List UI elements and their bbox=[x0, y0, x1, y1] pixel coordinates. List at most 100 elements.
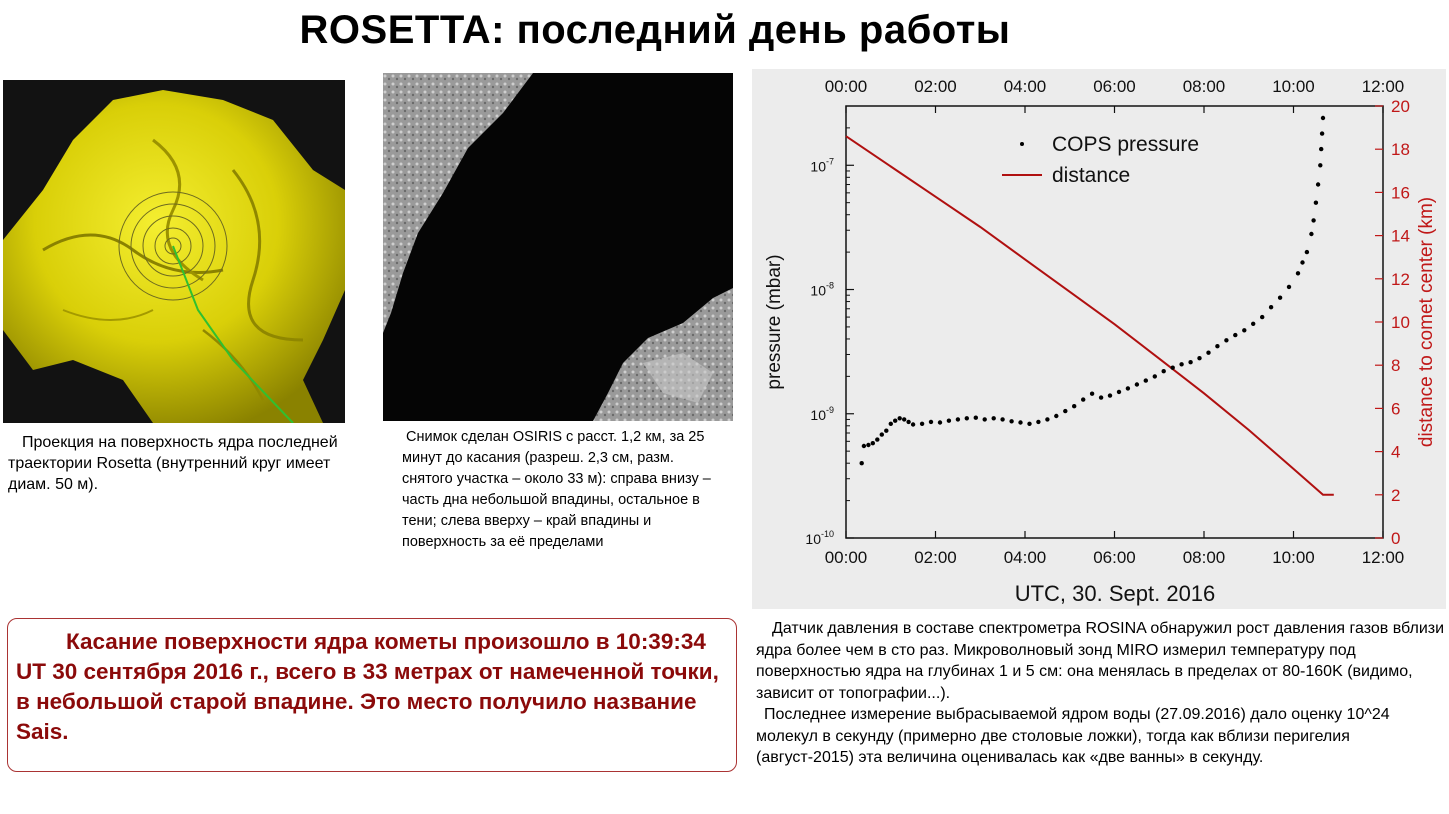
pressure-data-point bbox=[1054, 413, 1059, 419]
pressure-data-point bbox=[1045, 417, 1050, 422]
pressure-data-point bbox=[910, 422, 916, 427]
y2-tick-label: 16 bbox=[1391, 183, 1410, 202]
pressure-data-point bbox=[919, 421, 925, 426]
y-tick-label: 10-10 bbox=[805, 529, 834, 547]
pressure-data-point bbox=[861, 443, 867, 449]
left-image-caption: Проекция на поверхность ядра последней т… bbox=[8, 434, 338, 493]
pressure-data-point bbox=[884, 428, 889, 433]
pressure-data-point bbox=[973, 415, 978, 420]
pressure-data-point bbox=[1300, 260, 1305, 265]
x-tick-label-bottom: 12:00 bbox=[1362, 548, 1405, 567]
pressure-data-point bbox=[1188, 360, 1193, 365]
y2-tick-label: 2 bbox=[1391, 486, 1400, 505]
pressure-data-point bbox=[1107, 393, 1113, 398]
pressure-data-point bbox=[1315, 182, 1321, 187]
pressure-data-point bbox=[1197, 356, 1202, 361]
y-axis-label: pressure (mbar) bbox=[764, 254, 785, 389]
pressure-data-point bbox=[875, 437, 880, 442]
pressure-data-point bbox=[1295, 271, 1301, 276]
touchdown-text: Касание поверхности ядра кометы произошл… bbox=[16, 629, 719, 744]
y2-tick-label: 0 bbox=[1391, 529, 1400, 548]
pressure-data-point bbox=[859, 461, 864, 466]
pressure-data-point bbox=[1081, 397, 1086, 402]
x-tick-label-top: 06:00 bbox=[1093, 77, 1136, 96]
pressure-data-point bbox=[1268, 305, 1274, 310]
pressure-data-point bbox=[1309, 231, 1314, 237]
x-tick-label-bottom: 10:00 bbox=[1272, 548, 1315, 567]
x-axis-label: UTC, 30. Sept. 2016 bbox=[1015, 581, 1216, 606]
pressure-data-point bbox=[1318, 163, 1323, 168]
right-caption: Датчик давления в составе спектрометра R… bbox=[756, 618, 1446, 769]
pressure-data-point bbox=[1027, 421, 1032, 426]
pressure-data-point bbox=[1224, 338, 1229, 343]
pressure-data-point bbox=[1215, 344, 1220, 349]
pressure-data-point bbox=[1251, 321, 1256, 326]
pressure-data-point bbox=[902, 417, 907, 422]
pressure-data-point bbox=[1319, 146, 1324, 152]
pressure-data-point bbox=[928, 419, 934, 425]
comet-shape-model-image bbox=[3, 80, 345, 423]
y-tick-label: 10-9 bbox=[810, 405, 834, 423]
x-tick-label-top: 08:00 bbox=[1183, 77, 1226, 96]
pressure-data-point bbox=[1260, 314, 1265, 320]
legend: COPS pressure distance bbox=[1002, 133, 1199, 187]
pressure-data-point bbox=[1320, 115, 1326, 121]
pressure-data-point bbox=[937, 420, 943, 425]
pressure-data-point bbox=[893, 418, 898, 423]
y2-tick-label: 20 bbox=[1391, 97, 1410, 116]
y2-axis-label: distance to comet center (km) bbox=[1416, 197, 1437, 447]
pressure-data-point bbox=[1319, 131, 1325, 136]
touchdown-highlight-box: Касание поверхности ядра кометы произошл… bbox=[7, 618, 737, 772]
pressure-data-point bbox=[1161, 369, 1166, 374]
pressure-data-point bbox=[879, 432, 884, 437]
pressure-data-point bbox=[955, 417, 961, 422]
pressure-data-point bbox=[1134, 382, 1140, 387]
pressure-data-point bbox=[1063, 408, 1068, 414]
pressure-data-point bbox=[870, 441, 875, 446]
mid-image-caption: Снимок сделан OSIRIS с расст. 1,2 км, за… bbox=[402, 429, 711, 550]
y2-tick-label: 6 bbox=[1391, 399, 1400, 418]
osiris-surface-image bbox=[383, 73, 733, 421]
x-tick-label-top: 12:00 bbox=[1362, 77, 1405, 96]
pressure-data-point bbox=[1311, 218, 1316, 223]
legend-marker-pressure bbox=[1020, 142, 1024, 146]
x-tick-label-bottom: 08:00 bbox=[1183, 548, 1226, 567]
pressure-data-point bbox=[1000, 417, 1005, 422]
pressure-data-point bbox=[897, 416, 902, 421]
pressure-data-point bbox=[866, 442, 871, 448]
pressure-data-point bbox=[1286, 284, 1292, 290]
distance-series-line bbox=[845, 135, 1334, 496]
pressure-data-point bbox=[1179, 362, 1184, 367]
chart-background bbox=[752, 69, 1446, 609]
pressure-data-point bbox=[1018, 420, 1023, 425]
pressure-data-point bbox=[1304, 249, 1310, 255]
page-title: ROSETTA: последний день работы bbox=[299, 8, 1011, 52]
pressure-data-point bbox=[1089, 391, 1095, 396]
y2-tick-label: 12 bbox=[1391, 270, 1410, 289]
x-tick-label-bottom: 04:00 bbox=[1004, 548, 1047, 567]
legend-label-pressure: COPS pressure bbox=[1052, 133, 1199, 156]
pressure-data-point bbox=[1152, 374, 1157, 379]
pressure-data-point bbox=[1277, 295, 1283, 300]
y2-tick-label: 10 bbox=[1391, 313, 1410, 332]
x-tick-label-top: 04:00 bbox=[1004, 77, 1047, 96]
pressure-data-point bbox=[906, 419, 911, 425]
pressure-data-point bbox=[964, 416, 969, 421]
y-tick-label: 10-8 bbox=[810, 281, 834, 299]
pressure-data-point bbox=[1206, 350, 1211, 355]
x-tick-label-top: 10:00 bbox=[1272, 77, 1315, 96]
x-tick-label-bottom: 02:00 bbox=[914, 548, 957, 567]
pressure-data-point bbox=[1242, 328, 1247, 333]
x-tick-label-bottom: 06:00 bbox=[1093, 548, 1136, 567]
pressure-data-point bbox=[1072, 404, 1077, 409]
y2-tick-label: 14 bbox=[1391, 227, 1410, 246]
pressure-data-point bbox=[946, 418, 952, 423]
pressure-data-point bbox=[1125, 386, 1131, 391]
y2-tick-label: 8 bbox=[1391, 356, 1400, 375]
y2-tick-label: 4 bbox=[1391, 443, 1400, 462]
pressure-data-point bbox=[888, 421, 893, 426]
pressure-data-point bbox=[1233, 332, 1238, 338]
pressure-data-point bbox=[1313, 200, 1319, 205]
y-tick-label: 10-7 bbox=[810, 156, 834, 174]
pressure-data-point bbox=[1116, 389, 1122, 395]
